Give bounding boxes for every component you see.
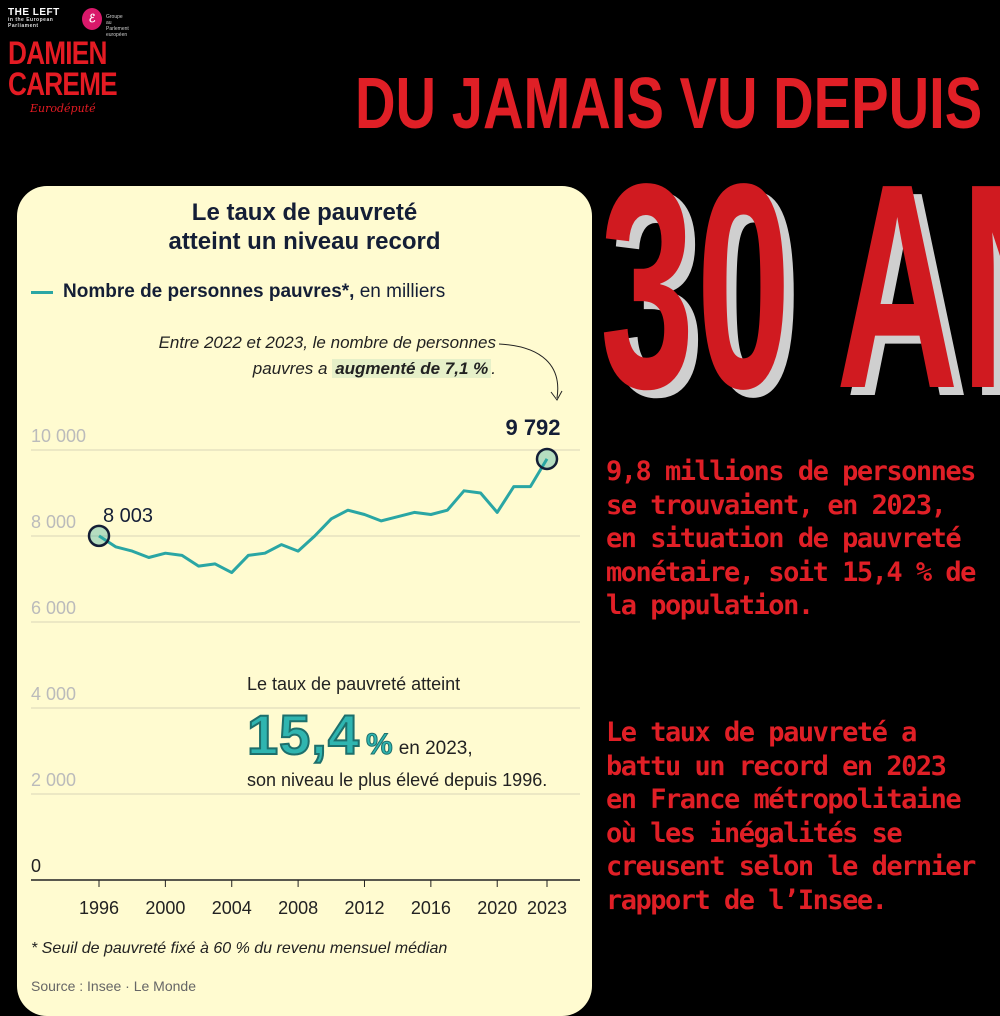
highlight-point: [87, 524, 111, 548]
the-left-subtext: in the European Parliament: [8, 17, 54, 29]
source-note: Source : Insee · Le Monde: [31, 978, 196, 994]
y-tick-label: 2 000: [31, 770, 76, 790]
x-tick-label: 2008: [278, 898, 318, 918]
annotation-arrow-head: [550, 390, 563, 401]
chart-title-line1: Le taux de pauvreté: [191, 199, 418, 226]
x-tick-label: 2000: [145, 898, 185, 918]
chart-title: Le taux de pauvreté atteint un niveau re…: [17, 198, 592, 256]
headline-line2: 30 ANS 30 ANS: [600, 140, 1000, 430]
annotation-highlight: augmenté de 7,1 %: [332, 359, 492, 378]
chart-legend: Nombre de personnes pauvres*, en millier…: [31, 281, 445, 303]
highlight-point: [535, 447, 559, 471]
party-badge-icon: ℰ: [82, 8, 102, 30]
x-tick-label: 2023: [527, 898, 567, 918]
stat-year: en 2023,: [398, 738, 473, 759]
chart-title-line2: atteint un niveau record: [168, 228, 441, 255]
y-tick-label: 10 000: [31, 426, 86, 446]
legend-unit: en milliers: [359, 281, 446, 302]
legend-label: Nombre de personnes pauvres*,: [63, 281, 355, 302]
y-tick-label: 6 000: [31, 598, 76, 618]
annotation-arrow: [498, 343, 559, 399]
x-tick-label: 2016: [411, 898, 451, 918]
x-tick-label: 2012: [344, 898, 384, 918]
x-tick-label: 2004: [212, 898, 252, 918]
stat-intro: Le taux de pauvreté atteint: [247, 674, 461, 694]
stat-percent: %: [366, 728, 394, 762]
x-tick-label: 1996: [79, 898, 119, 918]
stat-row: 15,4 % en 2023,: [246, 702, 473, 767]
paragraph-1: 9,8 millions de personnes se trouvaient,…: [606, 456, 976, 621]
the-left-logo: THE LEFT in the European Parliament: [8, 7, 78, 30]
y-tick-label: 4 000: [31, 684, 76, 704]
logo: THE LEFT in the European Parliament ℰ Gr…: [8, 7, 129, 133]
series-line: [98, 458, 549, 575]
stat-value: 15,4: [246, 702, 360, 767]
headline-line2-text: 30 ANS: [600, 140, 1000, 430]
stat-tail: son niveau le plus élevé depuis 1996.: [247, 770, 548, 790]
logo-name: DAMIEN CAREME: [8, 35, 118, 102]
headline-line2-shadow: 30 ANS: [610, 140, 1000, 430]
eu-group-text: Groupe au Parlement européen: [106, 14, 129, 38]
annotation-line1: Entre 2022 et 2023, le nombre de personn…: [158, 333, 496, 352]
annotation-post: .: [491, 359, 496, 378]
legend-line-icon: [31, 290, 53, 294]
the-left-text: THE LEFT: [8, 7, 60, 18]
chart-annotation: Entre 2022 et 2023, le nombre de personn…: [159, 330, 496, 382]
y-tick-label: 0: [31, 856, 41, 876]
footnote: * Seuil de pauvreté fixé à 60 % du reven…: [31, 940, 448, 957]
logo-signature: Eurodéputé: [30, 102, 96, 115]
x-tick-label: 2020: [477, 898, 517, 918]
data-label: 8 003: [103, 505, 153, 527]
chart-card: Le taux de pauvreté atteint un niveau re…: [17, 186, 592, 1016]
annotation-pre: pauvres a: [252, 359, 328, 378]
line-chart: 0 2 000 4 000 6 000 8 000 10 000 1996 2000 2004 2…: [31, 343, 580, 918]
paragraph-2: Le taux de pauvreté a battu un record en…: [606, 717, 976, 916]
data-label: 9 792: [505, 415, 560, 440]
y-tick-label: 8 000: [31, 512, 76, 532]
headline-line1-text: DU JAMAIS VU DEPUIS: [355, 68, 983, 140]
headline-line1: DU JAMAIS VU DEPUIS: [355, 68, 995, 140]
